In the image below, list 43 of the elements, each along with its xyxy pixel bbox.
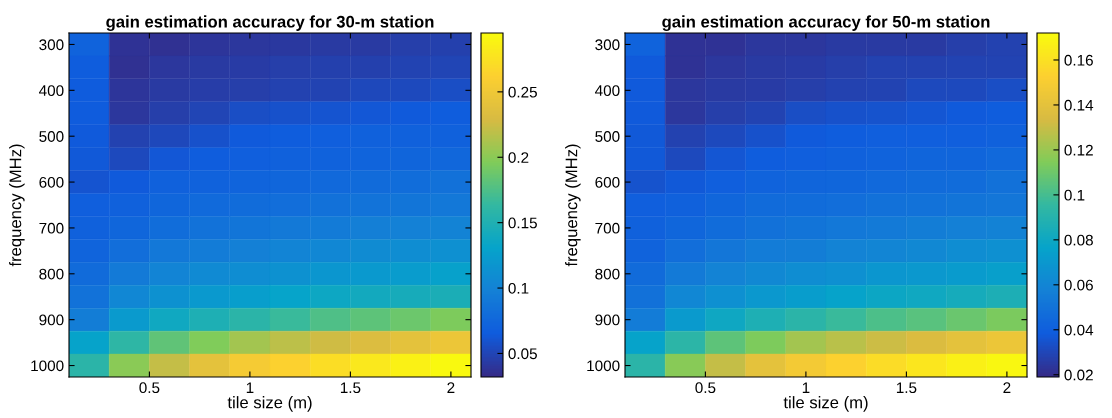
y-tick-label: 700 — [595, 222, 620, 234]
x-axis-title: tile size (m) — [227, 396, 312, 412]
y-axis-title: frequency (MHz) — [565, 144, 581, 267]
chart-title: gain estimation accuracy for 50-m station — [662, 15, 990, 31]
color-bar-label: 0.08 — [1064, 234, 1093, 246]
y-tick-label: 400 — [595, 85, 620, 97]
x-tick-label: 1.5 — [896, 382, 917, 394]
x-tick-label: 0.5 — [695, 382, 716, 394]
y-tick-label: 400 — [39, 85, 64, 97]
x-tick-label: 1 — [802, 382, 810, 393]
y-tick-label: 800 — [595, 268, 620, 280]
y-tick-label: 1000 — [587, 360, 620, 372]
y-tick-label: 500 — [595, 131, 620, 142]
color-bar-label: 0.05 — [508, 348, 537, 360]
y-tick-label: 600 — [595, 176, 620, 188]
x-tick-label: 0.5 — [139, 382, 160, 394]
y-tick-label: 800 — [39, 268, 64, 280]
y-axis-title: frequency (MHz) — [9, 144, 25, 267]
color-bar-label: 0.2 — [508, 152, 529, 163]
color-bar-label: 0.06 — [1064, 279, 1093, 291]
x-axis-title: tile size (m) — [783, 396, 868, 412]
color-bar-label: 0.25 — [508, 86, 537, 98]
y-tick-label: 1000 — [31, 360, 64, 372]
y-tick-label: 300 — [39, 39, 64, 51]
y-tick-label: 700 — [39, 222, 64, 234]
color-bar-label: 0.12 — [1064, 144, 1093, 156]
y-tick-label: 900 — [595, 314, 620, 326]
color-bar-label: 0.1 — [508, 282, 529, 294]
y-tick-label: 500 — [39, 131, 64, 142]
y-tick-label: 900 — [39, 314, 64, 326]
y-tick-label: 300 — [595, 39, 620, 51]
x-tick-label: 2 — [447, 382, 455, 393]
y-tick-label: 600 — [39, 176, 64, 188]
x-tick-label: 1 — [246, 382, 254, 393]
x-tick-label: 1.5 — [340, 382, 361, 394]
color-bar-label: 0.16 — [1064, 54, 1093, 66]
color-bar-label: 0.04 — [1064, 324, 1094, 336]
x-tick-label: 2 — [1003, 382, 1011, 393]
chart-title: gain estimation accuracy for 30-m station — [106, 15, 434, 31]
color-bar-label: 0.14 — [1064, 99, 1094, 111]
color-bar-label: 0.1 — [1064, 189, 1085, 201]
color-bar-label: 0.02 — [1064, 369, 1093, 381]
color-bar-label: 0.15 — [508, 217, 537, 229]
